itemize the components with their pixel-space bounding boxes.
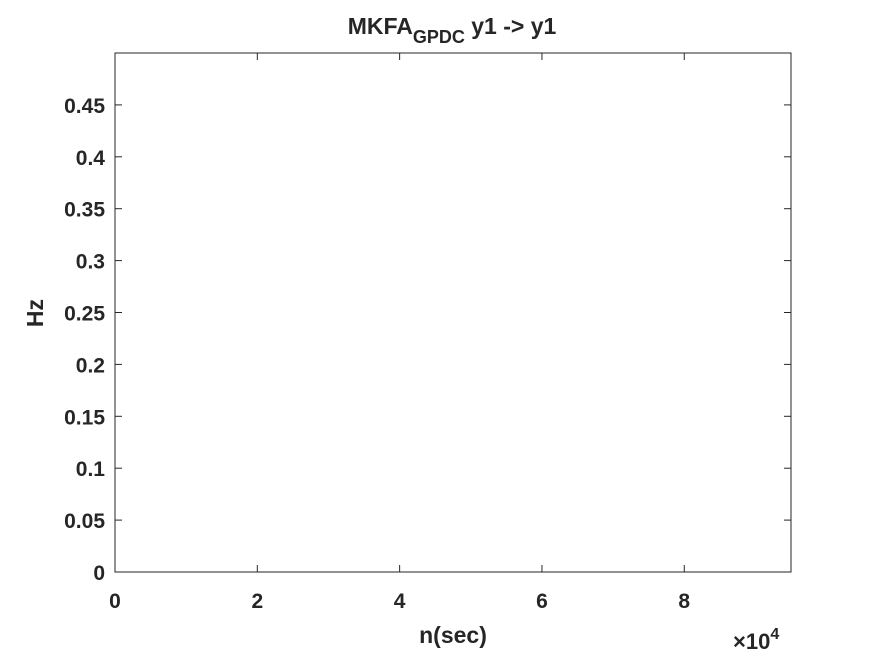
chart-title-rest: y1 -> y1 [465,13,557,39]
x-tick-label: 2 [251,590,263,613]
x-axis-ticks [114,53,685,572]
y-tick-label: 0.4 [76,147,106,170]
x-tick-label: 6 [536,590,548,613]
x-tick-label: 4 [394,590,406,613]
y-axis-tick-labels: 0 0.05 0.1 0.15 0.2 0.25 0.3 0.35 0.4 0.45 [64,95,105,585]
y-tick-label: 0.25 [64,303,105,326]
x-tick-label: 8 [678,590,690,613]
y-tick-label: 0.35 [64,199,105,222]
y-tick-label: 0.1 [76,458,106,481]
x-axis-multiplier: ×104 [733,626,779,654]
x-axis-tick-labels: 0 2 4 6 8 [109,590,690,613]
y-tick-label: 0.05 [64,510,105,533]
chart-title-main: MKFA [348,13,413,39]
y-axis-label: Hz [22,299,48,327]
y-tick-label: 0.3 [76,251,105,274]
y-tick-label: 0.2 [76,354,105,377]
x-axis-multiplier-base: ×10 [733,629,770,654]
x-axis-label: n(sec) [419,622,487,648]
chart-title: MKFAGPDC y1 -> y1 [348,13,557,47]
y-axis-ticks [115,104,791,573]
x-axis-multiplier-exponent: 4 [770,626,779,643]
plot-area-frame [114,52,792,573]
y-tick-label: 0.15 [64,406,105,429]
y-tick-label: 0 [93,562,105,585]
chart-title-subscript: GPDC [413,27,465,47]
x-tick-label: 0 [109,590,121,613]
y-tick-label: 0.45 [64,95,105,118]
